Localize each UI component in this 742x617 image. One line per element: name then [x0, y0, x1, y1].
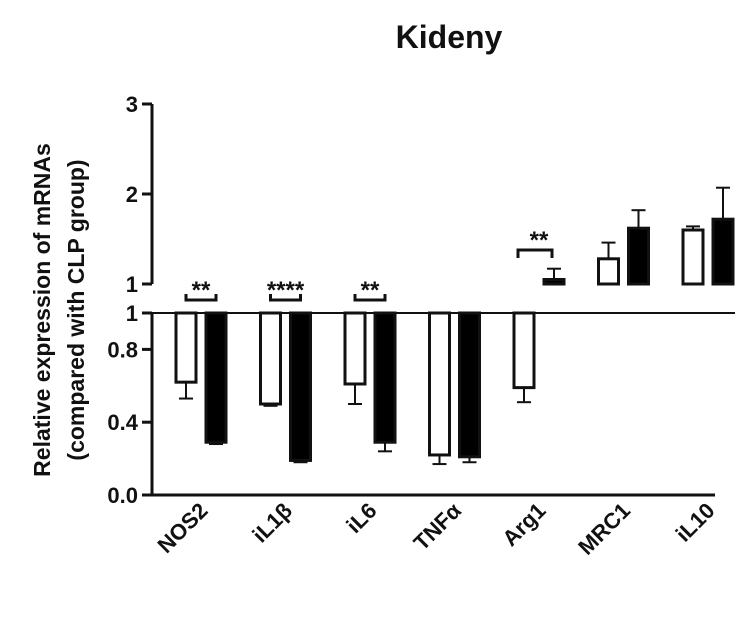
significance-label: **	[361, 277, 380, 304]
significance-bracket	[516, 248, 554, 258]
significance-bracket	[353, 294, 387, 302]
y-tick-label-lower: 0.0	[107, 483, 138, 508]
bar	[428, 311, 451, 457]
x-tick-label: NOS2	[152, 498, 212, 558]
y-tick-label-lower: 0.4	[107, 410, 138, 435]
bar	[204, 311, 228, 444]
bar	[542, 278, 566, 286]
x-tick-label: iL10	[671, 498, 720, 547]
bar	[458, 311, 481, 459]
y-tick-label-upper: 2	[126, 182, 138, 207]
bar	[597, 257, 620, 286]
y-tick-label-lower: 1	[126, 301, 138, 326]
x-tick-label: Arg1	[497, 498, 550, 551]
y-axis-label-line-2: (compared with CLP group)	[63, 159, 89, 460]
y-tick-label-upper: 3	[126, 92, 138, 117]
x-tick-label: MRC1	[573, 498, 635, 560]
significance-bracket	[184, 294, 218, 302]
bar	[681, 228, 705, 286]
y-tick-label-upper: 1	[126, 272, 138, 297]
significance-label: **	[530, 227, 549, 254]
bar	[373, 311, 397, 444]
chart-title: Kideny	[396, 19, 503, 55]
y-tick-label-lower: 0.8	[107, 337, 138, 362]
x-tick-label: iL6	[341, 498, 381, 538]
significance-label: **	[192, 277, 211, 304]
bar	[343, 311, 367, 386]
bar	[259, 311, 282, 406]
x-tick-label: iL1β	[247, 498, 297, 548]
y-axis-label: Relative expression of mRNAs (compared w…	[29, 143, 89, 477]
x-tick-label: TNFα	[409, 498, 467, 556]
bar	[512, 311, 536, 390]
y-axis-label-line-1: Relative expression of mRNAs	[29, 143, 55, 477]
bar	[174, 311, 198, 384]
bar	[627, 226, 650, 286]
significance-label: ****	[267, 277, 305, 304]
significance-bracket	[269, 294, 302, 302]
bar	[711, 217, 735, 286]
bar	[289, 311, 312, 462]
